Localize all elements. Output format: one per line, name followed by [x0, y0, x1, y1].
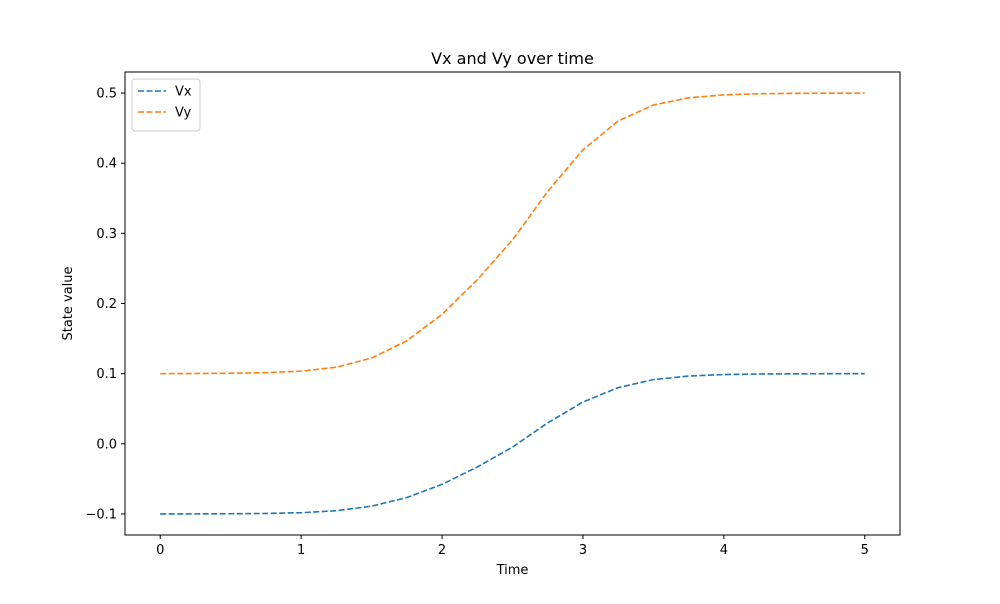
x-axis-label: Time: [496, 563, 529, 578]
y-axis-label: State value: [61, 266, 76, 340]
x-tick-label: 1: [297, 543, 305, 558]
y-tick-label: −0.1: [85, 507, 117, 522]
x-tick-label: 5: [861, 543, 869, 558]
y-tick-label: 0.0: [96, 437, 117, 452]
y-tick-label: 0.5: [96, 87, 117, 102]
x-tick-label: 3: [579, 543, 587, 558]
y-tick-label: 0.2: [96, 297, 117, 312]
series-line-vx: [160, 372, 865, 515]
series-layer: [160, 92, 865, 515]
x-tick-label: 0: [156, 543, 164, 558]
plot-area: [125, 72, 900, 535]
y-tick-label: 0.1: [96, 367, 117, 382]
legend-label-vy: Vy: [175, 106, 192, 121]
axes-layer: 0 1 2 3 4 5 −0.1 0.0 0.1 0.2 0.3 0.4 0.5: [85, 71, 901, 558]
legend-box: [131, 78, 201, 132]
legend-label-vx: Vx: [175, 85, 192, 100]
series-line-vy: [160, 92, 865, 375]
y-tick-label: 0.4: [96, 157, 117, 172]
chart-title: Vx and Vy over time: [431, 49, 594, 68]
legend: Vx Vy: [131, 78, 201, 132]
x-tick-label: 4: [720, 543, 728, 558]
y-tick-label: 0.3: [96, 227, 117, 242]
x-tick-label: 2: [438, 543, 446, 558]
